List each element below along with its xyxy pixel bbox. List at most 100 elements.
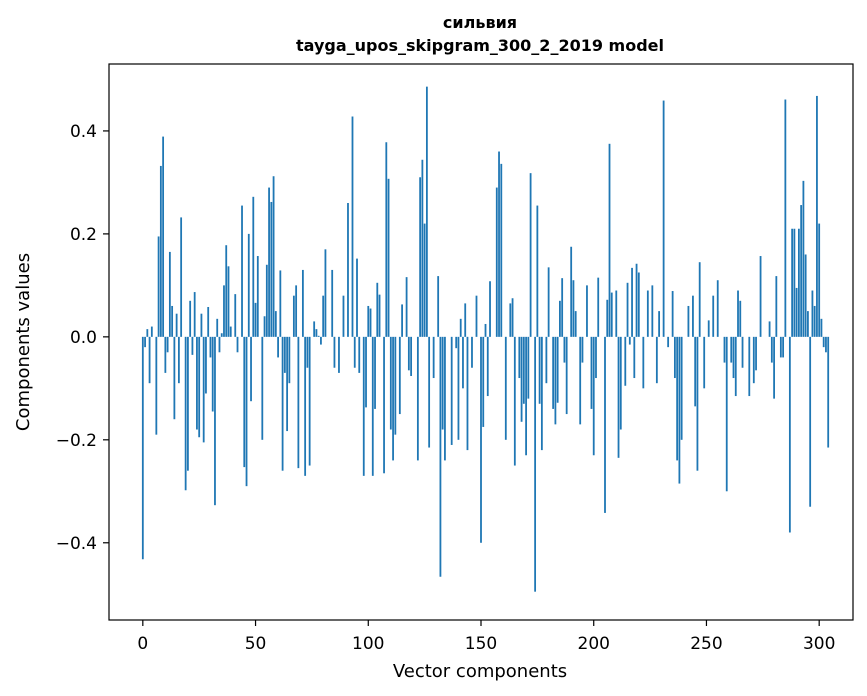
bar <box>394 336 397 435</box>
bar <box>561 278 564 337</box>
chart-subtitle: tayga_upos_skipgram_300_2_2019 model <box>296 36 664 55</box>
bar <box>752 336 755 384</box>
bar <box>538 336 541 404</box>
bar <box>189 300 192 337</box>
x-tick-label: 250 <box>690 634 722 654</box>
bar <box>198 336 201 438</box>
bar <box>437 276 440 337</box>
x-tick-label: 300 <box>803 634 835 654</box>
x-tick-label: 100 <box>352 634 384 654</box>
bar <box>791 228 794 337</box>
bar <box>471 336 473 368</box>
bar <box>818 223 821 337</box>
bar <box>712 295 715 337</box>
y-tick-label: 0.0 <box>70 328 97 348</box>
bar <box>658 311 661 337</box>
bar <box>646 290 649 337</box>
bar <box>200 313 203 337</box>
bar <box>678 336 681 484</box>
bar <box>353 336 356 368</box>
bar <box>218 336 221 353</box>
bar <box>444 336 446 461</box>
bar <box>464 303 467 337</box>
bar <box>211 336 214 412</box>
bar <box>184 336 187 491</box>
bar <box>768 321 771 337</box>
bar <box>628 336 631 345</box>
bar <box>180 217 183 337</box>
bar <box>807 311 809 337</box>
bar <box>455 336 458 349</box>
bar <box>322 295 325 337</box>
bar <box>157 236 160 337</box>
bar <box>356 258 358 337</box>
bar <box>586 285 588 337</box>
bar <box>527 336 530 399</box>
bar <box>428 336 431 448</box>
x-tick-label: 50 <box>245 634 267 654</box>
bar <box>342 295 345 337</box>
bar <box>610 292 613 337</box>
bar <box>802 180 805 337</box>
bar <box>193 292 196 337</box>
y-axis: −0.4 −0.2 0.0 0.2 0.4 <box>56 122 109 554</box>
bar <box>159 165 162 337</box>
bar <box>317 335 320 337</box>
bar <box>619 336 622 430</box>
bar <box>376 282 379 337</box>
x-axis: 0 50 100 150 200 250 300 <box>137 620 835 654</box>
bar <box>243 336 246 468</box>
bar <box>592 336 595 456</box>
bar <box>351 116 354 337</box>
y-tick-label: 0.2 <box>70 225 97 245</box>
bar <box>304 336 307 476</box>
bar <box>256 256 259 337</box>
bar <box>392 336 394 461</box>
bar <box>374 336 376 409</box>
y-tick-label: −0.2 <box>56 431 97 451</box>
bar <box>662 100 665 337</box>
bar <box>387 178 390 337</box>
bar <box>694 336 697 407</box>
bar <box>793 228 796 337</box>
bar <box>439 336 442 577</box>
bar <box>315 329 318 337</box>
bar <box>604 336 606 513</box>
bar <box>552 336 555 409</box>
bar <box>804 254 807 337</box>
bar <box>495 187 498 337</box>
bar <box>784 99 787 337</box>
bar <box>676 336 679 461</box>
chart-title: сильвия <box>443 13 517 32</box>
y-tick-label: −0.4 <box>56 534 97 554</box>
x-tick-label: 200 <box>578 634 610 654</box>
bar <box>617 336 620 458</box>
bar <box>365 336 367 408</box>
bar <box>563 336 566 363</box>
bar <box>547 267 550 337</box>
bar <box>250 336 252 402</box>
bar <box>633 336 636 379</box>
bar <box>205 336 207 394</box>
bar <box>209 336 212 358</box>
bar <box>556 336 559 403</box>
bar <box>696 336 699 471</box>
bar <box>295 285 298 337</box>
bar <box>741 336 744 368</box>
bar <box>667 336 670 348</box>
bar <box>378 294 381 337</box>
bar <box>525 336 527 456</box>
bar <box>480 336 482 543</box>
bar <box>651 285 654 337</box>
bar <box>770 336 773 363</box>
bar <box>227 266 230 337</box>
bar-series <box>141 86 830 592</box>
bar <box>369 308 372 337</box>
bar <box>419 177 422 337</box>
bar <box>144 336 146 348</box>
bar <box>813 305 816 337</box>
bar <box>398 336 401 415</box>
bar <box>540 336 543 451</box>
bar <box>500 163 503 337</box>
bar <box>214 336 216 506</box>
